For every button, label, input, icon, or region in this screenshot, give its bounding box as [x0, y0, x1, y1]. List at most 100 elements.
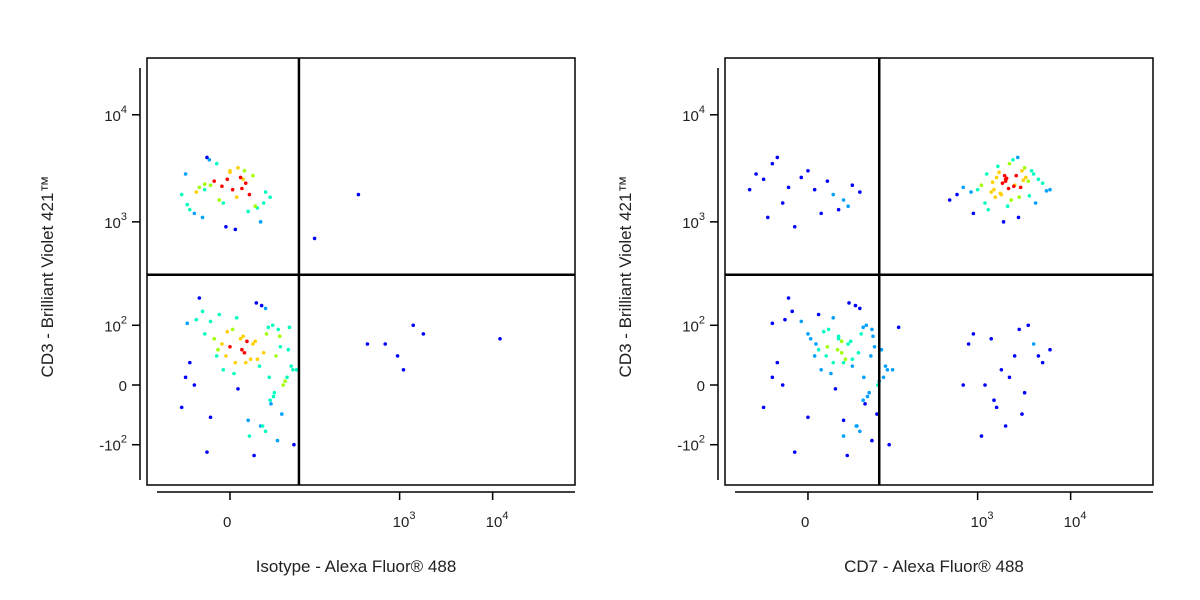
- event-dot: [994, 405, 999, 410]
- event-dot: [814, 342, 818, 346]
- event-dot: [883, 364, 888, 368]
- event-dot: [831, 316, 836, 320]
- x-tick-label: 104: [1064, 510, 1087, 531]
- event-dot: [979, 183, 984, 188]
- event-dot: [841, 360, 846, 365]
- event-dot: [841, 198, 846, 202]
- event-dot: [202, 187, 207, 192]
- event-dot: [969, 190, 973, 194]
- event-dot: [259, 303, 264, 308]
- y-tick-label: 103: [682, 211, 705, 232]
- event-dot: [236, 387, 240, 391]
- event-dot: [232, 371, 236, 376]
- event-dot: [858, 429, 862, 434]
- event-dot: [836, 336, 841, 341]
- event-dot: [224, 224, 228, 229]
- event-dot: [792, 224, 797, 229]
- event-dot: [242, 350, 247, 355]
- event-dot: [236, 165, 240, 170]
- event-dot: [867, 390, 871, 395]
- event-dot: [780, 201, 785, 205]
- event-dot: [276, 327, 281, 332]
- event-dot: [847, 301, 851, 305]
- y-tick-label: 0: [697, 378, 705, 395]
- event-dot: [286, 347, 291, 352]
- y-axis-label: CD3 - Brilliant Violet 421™: [38, 176, 57, 378]
- event-dot: [792, 450, 797, 454]
- event-dot: [996, 164, 1000, 169]
- event-dot: [1036, 177, 1041, 182]
- event-dot: [863, 402, 867, 406]
- event-dot: [836, 334, 841, 339]
- event-dot: [289, 364, 293, 368]
- event-dot: [242, 168, 247, 173]
- event-dot: [243, 181, 248, 185]
- event-dot: [395, 354, 400, 358]
- event-dot: [856, 350, 861, 355]
- event-dot: [292, 442, 296, 447]
- event-dot: [1009, 198, 1014, 202]
- event-dot: [839, 339, 844, 344]
- plot-frame: [146, 57, 576, 486]
- event-dot: [859, 332, 863, 336]
- event-dot: [966, 342, 971, 346]
- event-dot: [825, 179, 830, 183]
- event-dot: [1017, 327, 1022, 332]
- event-dot: [806, 168, 810, 173]
- event-dot: [263, 306, 268, 311]
- x-axis-label: CD7 - Alexa Fluor® 488: [844, 557, 1024, 576]
- event-dot: [846, 204, 850, 209]
- event-dot: [280, 412, 284, 416]
- y-tick-label: -102: [99, 434, 127, 455]
- x-tick-label: 0: [223, 514, 231, 531]
- event-dot: [269, 402, 273, 406]
- event-dot: [986, 207, 991, 212]
- tick-exponent: 3: [121, 211, 127, 223]
- event-dot: [955, 192, 959, 197]
- event-dot: [841, 434, 846, 438]
- event-dot: [839, 350, 844, 355]
- event-dot: [1005, 204, 1010, 209]
- event-dot: [1022, 165, 1027, 170]
- event-dot: [979, 434, 984, 438]
- event-dot: [212, 179, 217, 183]
- event-dot: [192, 211, 197, 216]
- tick-exponent: 4: [121, 104, 127, 116]
- event-dot: [841, 418, 846, 423]
- event-dot: [896, 325, 901, 330]
- event-dot: [1021, 178, 1026, 183]
- event-dot: [287, 325, 292, 330]
- event-dot: [255, 357, 260, 362]
- event-dot: [775, 155, 780, 160]
- event-dot: [806, 332, 810, 336]
- y-tick-label: -102: [677, 434, 705, 455]
- event-dot: [1020, 412, 1024, 416]
- event-dot: [984, 172, 989, 176]
- event-dot: [975, 187, 980, 192]
- event-dot: [205, 155, 209, 160]
- event-dot: [1002, 173, 1007, 178]
- event-dot: [812, 187, 817, 192]
- event-dot: [1031, 342, 1036, 346]
- event-dot: [829, 371, 833, 376]
- event-dot: [264, 332, 269, 336]
- tick-exponent: 4: [502, 510, 508, 522]
- event-dot: [1007, 375, 1012, 380]
- event-dot: [780, 383, 785, 387]
- event-dot: [853, 303, 858, 308]
- event-dot: [238, 175, 243, 180]
- event-dot: [845, 453, 850, 458]
- event-dot: [197, 185, 202, 190]
- event-dot: [824, 354, 828, 358]
- event-dot: [850, 357, 855, 362]
- event-dot: [183, 172, 188, 176]
- event-dot: [197, 296, 202, 300]
- event-dot: [283, 379, 287, 383]
- event-dot: [775, 360, 780, 365]
- event-dot: [989, 190, 994, 194]
- event-dot: [246, 418, 250, 423]
- event-dot: [875, 412, 879, 416]
- event-dot: [998, 191, 1003, 196]
- event-dot: [383, 342, 388, 346]
